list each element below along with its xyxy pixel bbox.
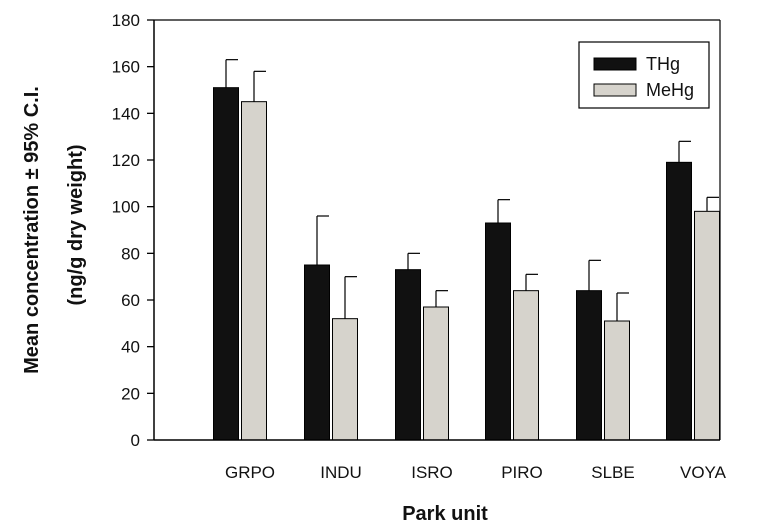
legend-box — [578, 41, 710, 109]
y-tick-label: 40 — [121, 338, 140, 357]
y-tick-label: 180 — [112, 11, 140, 30]
bar-mehg-slbe — [604, 320, 630, 441]
x-tick-label: VOYA — [680, 463, 727, 482]
bar-thg-voya — [666, 161, 692, 441]
bar-thg-isro — [395, 269, 421, 441]
bar-mehg-indu — [332, 318, 358, 441]
error-bars — [225, 59, 719, 321]
y-axis-title-line2: (ng/g dry weight) — [65, 144, 87, 305]
legend-label-mehg: MeHg — [646, 80, 694, 100]
bar-mehg-isro — [423, 306, 449, 441]
x-tick-label: GRPO — [225, 463, 275, 482]
x-tick-label: SLBE — [591, 463, 634, 482]
y-tick-label: 160 — [112, 58, 140, 77]
legend-swatch-mehg — [593, 83, 637, 97]
y-tick-label: 20 — [121, 384, 140, 403]
y-tick-label: 120 — [112, 151, 140, 170]
bar-thg-piro — [485, 222, 511, 441]
y-axis-title-line1: Mean concentration ± 95% C.I. — [21, 86, 43, 374]
legend-label-thg: THg — [646, 54, 680, 74]
x-tick-label: ISRO — [411, 463, 453, 482]
x-tick-label: PIRO — [501, 463, 543, 482]
bars — [213, 87, 720, 441]
bar-mehg-piro — [513, 290, 539, 441]
bar-thg-indu — [304, 264, 330, 441]
bar-thg-slbe — [576, 290, 602, 441]
y-tick-label: 80 — [121, 244, 140, 263]
bar-mehg-grpo — [241, 101, 267, 441]
legend-swatch-thg — [593, 57, 637, 71]
bar-mehg-voya — [694, 210, 720, 441]
y-tick-label: 140 — [112, 104, 140, 123]
x-tick-label: INDU — [320, 463, 362, 482]
x-axis-ticks: GRPO INDU ISRO PIRO SLBE VOYA — [225, 463, 727, 482]
legend: THg MeHg — [578, 41, 710, 109]
y-tick-label: 100 — [112, 198, 140, 217]
y-tick-label: 60 — [121, 291, 140, 310]
x-axis-title: Park unit — [402, 503, 488, 525]
bar-thg-grpo — [213, 87, 239, 441]
y-tick-label: 0 — [131, 431, 140, 450]
y-axis-ticks: 0 20 40 60 80 100 120 140 160 180 — [112, 11, 154, 450]
